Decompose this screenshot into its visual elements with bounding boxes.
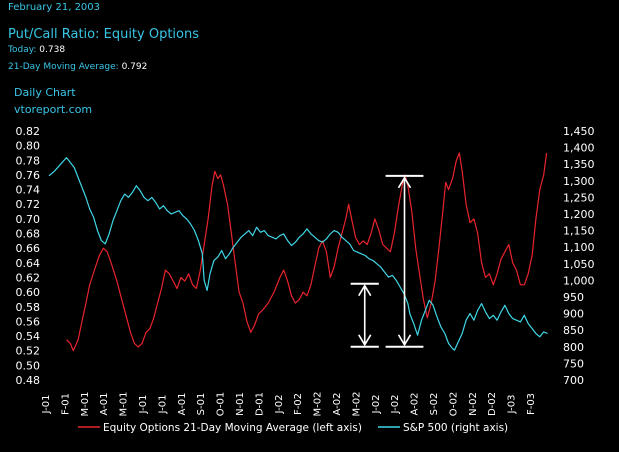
chart-title: Put/Call Ratio: Equity Options — [8, 27, 200, 42]
report-date: February 21, 2003 — [8, 2, 101, 13]
left-axis-tick-label: 0.70 — [16, 213, 41, 226]
right-axis-tick-label: 700 — [563, 374, 584, 387]
right-axis-tick-label: 800 — [563, 341, 584, 354]
x-axis-tick-label: S-01 — [196, 393, 207, 416]
moving-average-value: 0.792 — [121, 62, 148, 72]
today-readout: Today: 0.738 — [8, 45, 65, 55]
right-axis-tick-label: 1,300 — [563, 175, 595, 188]
x-axis-tick-label: F-01 — [60, 393, 71, 415]
annotation-bracket — [350, 282, 379, 348]
up-arrow-icon — [358, 284, 372, 297]
right-axis-tick-label: 950 — [563, 291, 584, 304]
right-axis-tick-label: 900 — [563, 308, 584, 321]
right-axis-tick-label: 1,200 — [563, 208, 595, 221]
x-axis-tick-label: M-01 — [119, 392, 130, 417]
left-axis-tick-label: 0.66 — [16, 242, 41, 255]
daily-chart-label: Daily Chart — [14, 86, 76, 99]
x-axis-tick-label: A-01 — [99, 393, 110, 416]
x-axis-tick-label: F-02 — [293, 393, 304, 415]
right-axis-tick-label: 850 — [563, 324, 584, 337]
today-label: Today: — [8, 45, 37, 55]
x-axis-tick-label: M-02 — [313, 392, 324, 417]
x-axis-tick-label: J-03 — [507, 395, 518, 415]
x-axis-tick-label: N-02 — [468, 392, 479, 416]
up-arrow-icon — [397, 176, 412, 189]
x-axis-tick-label: M-02 — [351, 392, 362, 417]
legend-label: Equity Options 21-Day Moving Average (le… — [103, 422, 362, 434]
right-axis-tick-label: 750 — [563, 357, 584, 370]
x-axis-tick-label: A-02 — [410, 393, 421, 416]
x-axis-tick-label: A-01 — [177, 393, 188, 416]
right-axis-tick-label: 1,250 — [563, 191, 595, 204]
left-axis-tick-label: 0.62 — [16, 271, 41, 284]
down-arrow-icon — [358, 334, 372, 347]
left-axis-tick-label: 0.64 — [16, 257, 41, 270]
right-axis-tick-label: 1,400 — [563, 142, 595, 155]
x-axis-tick-label: J-01 — [41, 395, 52, 415]
right-axis-tick-label: 1,050 — [563, 258, 595, 271]
left-axis-tick-label: 0.54 — [16, 330, 41, 343]
x-axis-tick-label: D-01 — [254, 392, 265, 416]
x-axis-tick-label: J-02 — [390, 395, 401, 415]
sp500-line — [48, 157, 548, 351]
legend-label: S&P 500 (right axis) — [403, 422, 508, 434]
x-axis-tick-label: J-01 — [157, 395, 168, 415]
right-axis-tick-label: 1,450 — [563, 125, 595, 138]
right-axis-tick-label: 1,350 — [563, 158, 595, 171]
x-axis-tick-label: N-01 — [235, 392, 246, 416]
x-axis-tick-label: J-02 — [274, 395, 285, 415]
right-axis-tick-label: 1,000 — [563, 274, 595, 287]
annotation-bracket — [385, 174, 424, 348]
left-axis-tick-label: 0.82 — [16, 125, 41, 138]
down-arrow-icon — [397, 334, 412, 347]
left-axis-tick-label: 0.74 — [16, 184, 41, 197]
put-call-average-line — [66, 152, 548, 352]
left-axis-tick-label: 0.68 — [16, 228, 41, 241]
left-axis-tick-label: 0.50 — [16, 359, 41, 372]
left-axis-tick-label: 0.60 — [16, 286, 41, 299]
left-axis-tick-label: 0.58 — [16, 301, 41, 314]
right-axis-tick-label: 1,150 — [563, 225, 595, 238]
moving-average-readout: 21-Day Moving Average: 0.792 — [8, 62, 147, 72]
left-axis-tick-label: 0.76 — [16, 169, 41, 182]
left-axis-tick-label: 0.52 — [16, 345, 41, 358]
left-axis-tick-label: 0.80 — [16, 140, 41, 153]
left-axis-tick-label: 0.48 — [16, 374, 41, 387]
left-axis-tick-label: 0.72 — [16, 198, 41, 211]
x-axis-tick-label: D-02 — [487, 392, 498, 416]
x-axis-tick-label: J-01 — [138, 395, 149, 415]
moving-average-label: 21-Day Moving Average: — [8, 62, 119, 72]
left-axis-tick-label: 0.56 — [16, 315, 41, 328]
left-axis-tick-label: 0.78 — [16, 154, 41, 167]
x-axis-tick-label: O-02 — [448, 392, 459, 416]
x-axis-tick-label: M-01 — [80, 392, 91, 417]
x-axis-tick-label: O-01 — [216, 392, 227, 416]
site-name: vtoreport.com — [14, 103, 93, 116]
today-value: 0.738 — [39, 45, 66, 55]
x-axis-tick-label: A-02 — [332, 393, 343, 416]
x-axis-tick-label: F-03 — [526, 393, 537, 415]
x-axis-tick-label: S-02 — [429, 393, 440, 416]
x-axis-tick-label: J-02 — [371, 395, 382, 415]
right-axis-tick-label: 1,100 — [563, 241, 595, 254]
